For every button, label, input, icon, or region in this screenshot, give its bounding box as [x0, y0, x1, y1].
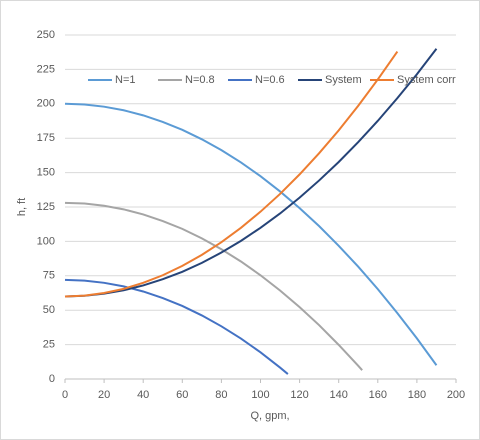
- series-line: [64, 102, 438, 366]
- x-tick-label: 120: [290, 389, 308, 401]
- y-tick-label: 25: [43, 339, 55, 351]
- y-tick-label: 225: [37, 63, 55, 75]
- series-line: [64, 50, 399, 298]
- y-tick-label: 100: [37, 235, 55, 247]
- x-tick-label: 140: [330, 389, 348, 401]
- legend-label: N=0.6: [255, 74, 285, 86]
- x-tick-label: 180: [408, 389, 426, 401]
- y-axis-label: h, ft: [16, 198, 28, 216]
- x-tick-label: 200: [447, 389, 465, 401]
- legend-label: System: [325, 74, 362, 86]
- series-line: [64, 48, 438, 298]
- y-tick-label: 75: [43, 270, 55, 282]
- y-tick-label: 125: [37, 201, 55, 213]
- y-tick-label: 250: [37, 29, 55, 41]
- x-axis-label: Q, gpm,: [250, 410, 289, 422]
- x-tick-label: 20: [98, 389, 110, 401]
- x-tick-label: 80: [215, 389, 227, 401]
- y-tick-label: 0: [49, 373, 55, 385]
- y-tick-label: 175: [37, 132, 55, 144]
- legend-label: N=1: [115, 74, 136, 86]
- x-tick-label: 100: [251, 389, 269, 401]
- x-tick-label: 60: [176, 389, 188, 401]
- series-line: [64, 201, 363, 371]
- y-tick-label: 200: [37, 98, 55, 110]
- y-tick-label: 50: [43, 304, 55, 316]
- x-tick-label: 0: [62, 389, 68, 401]
- x-tick-label: 160: [369, 389, 387, 401]
- legend-label: System corr: [397, 74, 456, 86]
- legend-label: N=0.8: [185, 74, 215, 86]
- y-tick-label: 150: [37, 167, 55, 179]
- series-line: [64, 278, 289, 375]
- x-tick-label: 40: [137, 389, 149, 401]
